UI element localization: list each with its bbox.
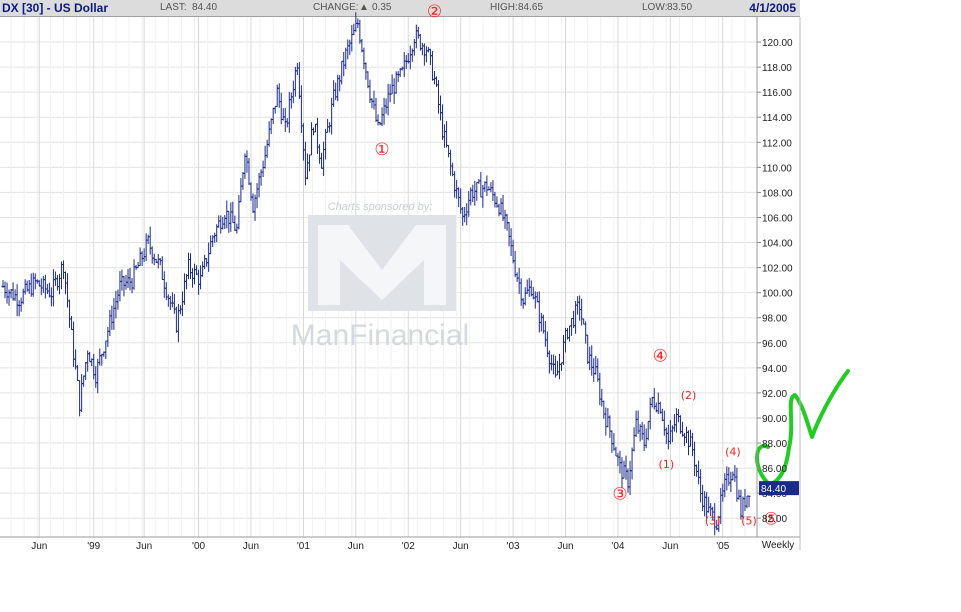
last-value: 84.40 bbox=[192, 2, 218, 13]
x-axis: Jun '99 Jun '00 Jun '01 Jun '02 Jun '03 Jun '04 Jun '… bbox=[31, 541, 730, 552]
sponsor-watermark: Charts sponsored by: ManFinancial bbox=[291, 201, 469, 352]
x-tick-label: Jun bbox=[348, 541, 364, 552]
high-label: HIGH: bbox=[490, 2, 518, 13]
last-price-marker bbox=[759, 481, 799, 496]
x-tick-label: Jun bbox=[557, 541, 573, 552]
y-tick-label: 118.00 bbox=[762, 63, 792, 74]
sponsor-brand: ManFinancial bbox=[291, 319, 469, 352]
x-tick-label: Jun bbox=[31, 541, 47, 552]
wave-label: ③ bbox=[612, 484, 627, 504]
projection-arrow-icon bbox=[755, 369, 850, 487]
wave-label: (5) bbox=[741, 514, 757, 527]
sponsor-text: Charts sponsored by: bbox=[328, 201, 433, 213]
wave-label: (2) bbox=[681, 389, 697, 402]
symbol-title: DX [30] - US Dollar bbox=[2, 1, 109, 15]
ohlc-bars bbox=[1, 12, 751, 536]
y-tick-label: 98.00 bbox=[762, 314, 787, 325]
x-tick-label: Jun bbox=[453, 541, 469, 552]
wave-label: ② bbox=[427, 2, 442, 22]
x-tick-label: Jun bbox=[136, 541, 152, 552]
last-label: LAST: bbox=[160, 2, 187, 13]
low-value: 83.50 bbox=[667, 2, 693, 13]
y-tick-label: 116.00 bbox=[762, 88, 792, 99]
y-tick-label: 108.00 bbox=[762, 188, 793, 199]
change-value: 0.35 bbox=[372, 2, 392, 13]
y-tick-label: 92.00 bbox=[762, 389, 787, 400]
chart-header: DX [30] - US Dollar LAST: 84.40 CHANGE: … bbox=[0, 0, 800, 17]
y-tick-label: 114.00 bbox=[762, 113, 792, 124]
frequency-label: Weekly bbox=[762, 540, 795, 551]
x-tick-label: '99 bbox=[87, 541, 100, 552]
wave-label: ① bbox=[374, 140, 389, 160]
y-tick-label: 88.00 bbox=[762, 439, 787, 450]
last-price-label: 84.40 bbox=[761, 484, 786, 495]
y-tick-label: 82.00 bbox=[762, 514, 787, 525]
y-tick-label: 96.00 bbox=[762, 339, 787, 350]
x-tick-label: '03 bbox=[507, 541, 520, 552]
wave-label: (4) bbox=[725, 446, 741, 459]
low-label: LOW: bbox=[642, 2, 668, 13]
x-tick-label: '04 bbox=[611, 541, 624, 552]
wave-label: ④ bbox=[653, 347, 668, 367]
x-tick-label: '05 bbox=[716, 541, 729, 552]
wave-label: (3) bbox=[705, 514, 721, 527]
high-value: 84.65 bbox=[518, 2, 544, 13]
y-tick-label: 112.00 bbox=[762, 138, 792, 149]
y-tick-label: 110.00 bbox=[762, 163, 792, 174]
ohlc-bar bbox=[747, 495, 751, 508]
wave-label: (1) bbox=[659, 458, 675, 471]
change-label: CHANGE: bbox=[313, 2, 359, 13]
y-tick-label: 120.00 bbox=[762, 38, 793, 49]
x-tick-label: Jun bbox=[662, 541, 678, 552]
wave-label: ⑤ bbox=[764, 509, 779, 529]
wave-annotations: ① ② ③ ④ ⑤ (1) (2) (3) (4) (5) bbox=[374, 2, 778, 529]
x-tick-label: Jun bbox=[243, 541, 259, 552]
y-tick-label: 102.00 bbox=[762, 264, 793, 275]
y-tick-label: 90.00 bbox=[762, 414, 787, 425]
y-tick-label: 104.00 bbox=[762, 239, 793, 250]
y-tick-label: 94.00 bbox=[762, 364, 787, 375]
up-arrow-icon: ▲ bbox=[359, 2, 369, 13]
x-tick-label: '00 bbox=[192, 541, 205, 552]
x-tick-label: '02 bbox=[402, 541, 415, 552]
y-tick-label: 100.00 bbox=[762, 289, 793, 300]
y-tick-label: 106.00 bbox=[762, 213, 793, 224]
man-logo-icon bbox=[308, 215, 456, 311]
y-tick-label: 86.00 bbox=[762, 464, 787, 475]
x-tick-label: '01 bbox=[297, 541, 310, 552]
chart-date: 4/1/2005 bbox=[749, 1, 796, 15]
y-axis: 82.0084.0086.0088.0090.0092.0094.0096.00… bbox=[757, 38, 799, 525]
